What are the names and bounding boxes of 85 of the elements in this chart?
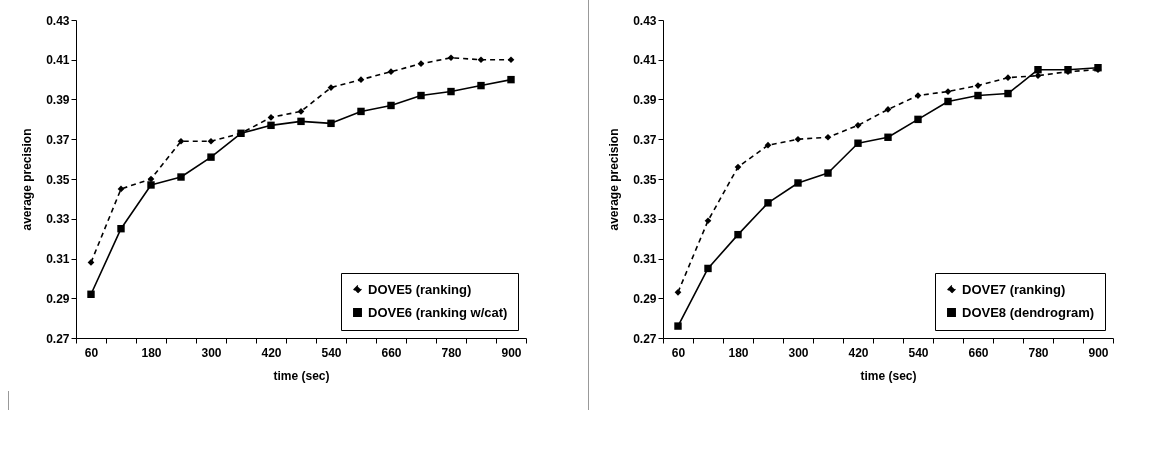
y-tick-label: 0.35 xyxy=(633,172,657,187)
y-tick-label: 0.29 xyxy=(633,291,657,306)
x-tick-label: 300 xyxy=(201,345,222,360)
point xyxy=(824,169,832,177)
x-tick-label: 60 xyxy=(671,345,686,360)
point xyxy=(207,153,215,161)
point xyxy=(507,56,515,64)
point xyxy=(147,181,155,189)
point xyxy=(177,137,185,145)
x-tick-label: 660 xyxy=(381,345,402,360)
legend-label: DOVE5 (ranking) xyxy=(368,281,472,297)
y-axis-title: average precision xyxy=(20,128,35,231)
y-tick-label: 0.31 xyxy=(633,252,657,266)
y-tick-label: 0.39 xyxy=(46,93,70,107)
point xyxy=(764,141,772,149)
point xyxy=(734,230,742,239)
y-tick-label: 0.33 xyxy=(46,212,70,227)
x-tick-label: 780 xyxy=(1028,345,1049,360)
x-axis-title: time (sec) xyxy=(273,368,330,383)
y-tick-label: 0.33 xyxy=(633,212,657,227)
y-tick-label: 0.31 xyxy=(46,252,70,266)
x-tick-label: 420 xyxy=(261,345,282,360)
y-tick-label: 0.27 xyxy=(46,331,70,346)
point xyxy=(674,288,682,296)
x-axis-title: time (sec) xyxy=(860,368,917,383)
point xyxy=(1004,89,1012,98)
point xyxy=(764,199,772,207)
point xyxy=(447,54,455,62)
y-tick-label: 0.39 xyxy=(633,93,657,107)
point xyxy=(117,185,125,193)
point xyxy=(884,133,892,141)
y-tick-label: 0.29 xyxy=(46,291,70,306)
point xyxy=(944,97,952,106)
point xyxy=(447,87,455,96)
x-tick-label: 180 xyxy=(141,345,162,360)
point xyxy=(674,322,682,330)
x-tick-label: 900 xyxy=(501,345,522,360)
x-tick-label: 420 xyxy=(848,345,869,360)
x-tick-label: 60 xyxy=(84,345,99,360)
point xyxy=(1034,65,1042,74)
x-tick-label: 300 xyxy=(788,345,809,360)
y-tick-label: 0.27 xyxy=(633,331,657,346)
y-tick-label: 0.43 xyxy=(46,13,70,28)
point xyxy=(387,68,395,76)
legend-label: DOVE7 (ranking) xyxy=(962,281,1066,297)
point xyxy=(357,107,365,116)
point xyxy=(267,121,275,130)
point xyxy=(477,56,485,64)
point xyxy=(704,217,712,225)
point xyxy=(914,115,922,124)
point xyxy=(87,290,95,298)
point xyxy=(147,175,155,183)
y-tick-label: 0.41 xyxy=(46,53,70,68)
point xyxy=(854,121,862,129)
point xyxy=(327,119,335,128)
x-tick-label: 660 xyxy=(968,345,989,360)
x-tick-label: 540 xyxy=(908,345,929,360)
point xyxy=(117,224,125,233)
point xyxy=(207,137,215,145)
point xyxy=(704,264,712,273)
point xyxy=(794,179,802,187)
y-tick-label: 0.37 xyxy=(633,132,657,147)
x-tick-label: 780 xyxy=(441,345,462,360)
x-tick-label: 900 xyxy=(1088,345,1109,360)
point xyxy=(417,60,425,68)
y-tick-label: 0.35 xyxy=(46,172,70,187)
legend-label: DOVE8 (dendrogram) xyxy=(962,304,1095,320)
y-tick-label: 0.43 xyxy=(633,13,657,28)
point xyxy=(477,81,485,90)
y-axis-title: average precision xyxy=(607,128,622,231)
point xyxy=(507,75,515,84)
y-tick-label: 0.41 xyxy=(633,53,657,68)
point xyxy=(974,91,982,100)
point xyxy=(824,133,832,141)
x-tick-label: 540 xyxy=(321,345,342,360)
point xyxy=(417,91,425,100)
legend-label: DOVE6 (ranking w/cat) xyxy=(368,304,508,320)
point xyxy=(734,163,742,171)
point xyxy=(794,135,802,143)
point xyxy=(177,173,185,181)
point xyxy=(297,117,305,126)
y-tick-label: 0.37 xyxy=(46,132,70,147)
x-tick-label: 180 xyxy=(728,345,749,360)
point xyxy=(854,139,862,147)
point xyxy=(387,101,395,110)
